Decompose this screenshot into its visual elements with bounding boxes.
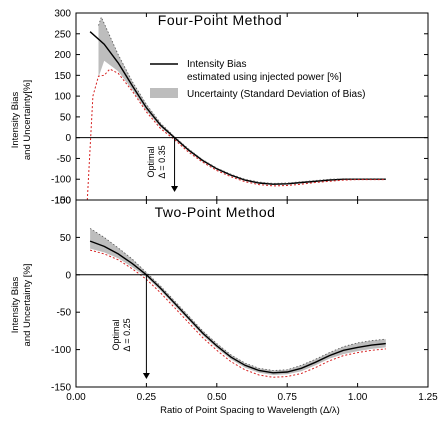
y-tick-label: -100 xyxy=(51,345,71,356)
legend-band-label: Uncertainty (Standard Deviation of Bias) xyxy=(187,89,365,100)
panel-title: Two-Point Method xyxy=(155,204,276,220)
x-tick-label: 0.50 xyxy=(207,392,227,403)
y-tick-label: 150 xyxy=(54,71,71,82)
y-tick-label: -150 xyxy=(51,196,71,207)
y-tick-label: 200 xyxy=(54,50,71,61)
y-tick-label: 0 xyxy=(65,133,71,144)
bias-line xyxy=(89,240,386,374)
x-tick-label: 0.00 xyxy=(66,392,86,403)
y-tick-label: 50 xyxy=(60,112,72,123)
y-axis-label-line1: Intensity Bias xyxy=(10,92,21,149)
optimal-label: Optimal xyxy=(111,319,121,350)
x-tick-label: 1.25 xyxy=(418,392,438,403)
y-tick-label: 100 xyxy=(54,196,71,207)
legend-bias-label-2: estimated using injected power [%] xyxy=(187,72,342,83)
plot-frame xyxy=(75,199,429,388)
legend-bias-label-1: Intensity Bias xyxy=(187,59,246,70)
legend: Intensity Bias estimated using injected … xyxy=(150,59,365,100)
four-point-panel: 300 250 200 150 100 50 0 -50 -100 -150 Four-Point… xyxy=(10,9,429,207)
panel-title: Four-Point Method xyxy=(158,12,282,28)
y-axis-label-line2: and Uncertainty [%] xyxy=(22,264,33,347)
uncertainty-band-layer xyxy=(90,228,386,375)
legend-band-swatch xyxy=(150,88,178,98)
y-tick-label: -50 xyxy=(57,154,72,165)
lower-red-dotted-line xyxy=(89,249,386,378)
y-tick-label: 250 xyxy=(54,29,71,40)
optimal-label: Optimal xyxy=(146,146,156,177)
plot-frame xyxy=(75,12,429,201)
optimal-value: Δ = 0.35 xyxy=(157,145,167,178)
y-axis-label-line1: Intensity Bias xyxy=(10,277,21,334)
y-tick-label: -150 xyxy=(51,383,71,394)
y-tick-label: 100 xyxy=(54,92,71,103)
arrow-head xyxy=(142,373,150,379)
optimal-arrow xyxy=(142,274,150,379)
series-layer xyxy=(86,16,386,201)
upper-dotted-line xyxy=(98,16,386,184)
optimal-value: Δ = 0.25 xyxy=(122,318,132,351)
y-axis-label-line2: and Uncertainty[%] xyxy=(22,80,33,160)
y-tick-label: 300 xyxy=(54,9,71,20)
x-axis-label: Ratio of Point Spacing to Wavelength (Δ/… xyxy=(160,405,340,416)
lower-red-dotted-line xyxy=(86,68,386,201)
y-tick-label: 50 xyxy=(60,233,72,244)
optimal-arrow xyxy=(171,137,179,192)
y-tick-label: -50 xyxy=(57,308,72,319)
x-tick-label: 1.00 xyxy=(348,392,368,403)
y-tick-label: 0 xyxy=(65,270,71,281)
x-tick-label: 0.25 xyxy=(137,392,157,403)
uncertainty-band xyxy=(90,228,386,375)
bias-line xyxy=(89,31,386,185)
y-tick-label: -100 xyxy=(51,175,71,186)
arrow-head xyxy=(171,186,179,192)
x-tick-label: 0.75 xyxy=(277,392,297,403)
series-layer xyxy=(89,228,386,378)
